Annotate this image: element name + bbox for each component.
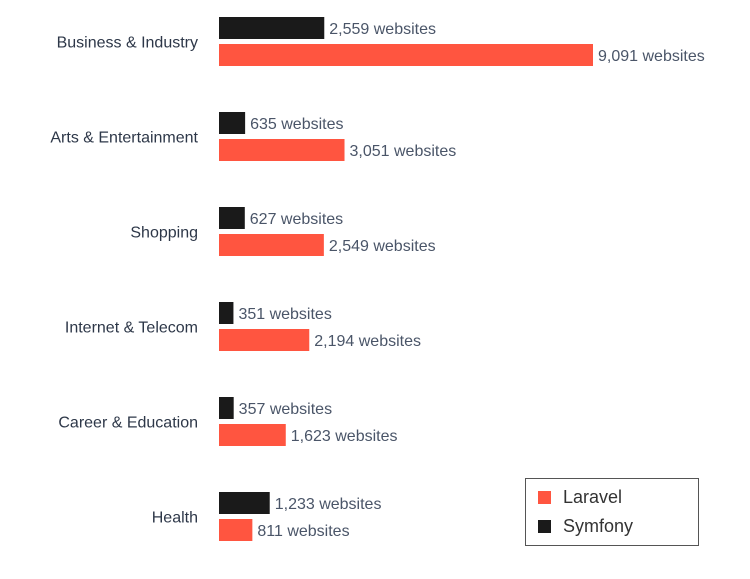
legend-item-symfony: Symfony xyxy=(538,515,633,537)
category-label-shopping: Shopping xyxy=(130,225,198,242)
legend-swatch-laravel xyxy=(538,490,551,504)
bar-laravel-internet-and-telecom xyxy=(219,329,310,351)
bar-symfony-internet-and-telecom xyxy=(219,302,234,324)
data-label-laravel-business-and-industry: 9,091 websites xyxy=(598,48,705,65)
bar-laravel-shopping xyxy=(219,234,324,256)
data-label-symfony-internet-and-telecom: 351 websites xyxy=(238,306,331,323)
data-label-symfony-health: 1,233 websites xyxy=(275,496,382,513)
bar-symfony-career-and-education xyxy=(219,397,234,419)
legend-label-laravel: Laravel xyxy=(563,486,623,507)
legend-item-laravel: Laravel xyxy=(538,486,622,508)
category-label-health: Health xyxy=(152,510,198,527)
legend-label-symfony: Symfony xyxy=(563,515,634,536)
data-label-laravel-health: 811 websites xyxy=(257,523,349,540)
data-label-symfony-shopping: 627 websites xyxy=(250,211,343,228)
category-label-business-and-industry: Business & Industry xyxy=(57,35,198,52)
bar-symfony-health xyxy=(219,492,270,514)
legend-swatch-symfony xyxy=(538,519,551,533)
bar-laravel-health xyxy=(219,519,253,541)
bar-laravel-career-and-education xyxy=(219,424,286,446)
bar-symfony-shopping xyxy=(219,207,245,229)
data-label-symfony-business-and-industry: 2,559 websites xyxy=(329,21,436,38)
bar-laravel-business-and-industry xyxy=(219,44,593,66)
category-label-internet-and-telecom: Internet & Telecom xyxy=(65,320,198,337)
data-label-laravel-career-and-education: 1,623 websites xyxy=(291,428,398,445)
data-label-symfony-arts-and-entertainment: 635 websites xyxy=(250,116,343,133)
data-label-laravel-shopping: 2,549 websites xyxy=(329,238,436,255)
chart-legend: Laravel Symfony xyxy=(525,478,699,546)
bar-symfony-arts-and-entertainment xyxy=(219,112,246,134)
bar-symfony-business-and-industry xyxy=(219,17,325,39)
bar-laravel-arts-and-entertainment xyxy=(219,139,345,161)
data-label-symfony-career-and-education: 357 websites xyxy=(239,401,332,418)
data-label-laravel-arts-and-entertainment: 3,051 websites xyxy=(350,143,457,160)
data-label-laravel-internet-and-telecom: 2,194 websites xyxy=(314,333,421,350)
category-label-career-and-education: Career & Education xyxy=(58,415,198,432)
category-label-arts-and-entertainment: Arts & Entertainment xyxy=(50,130,198,147)
